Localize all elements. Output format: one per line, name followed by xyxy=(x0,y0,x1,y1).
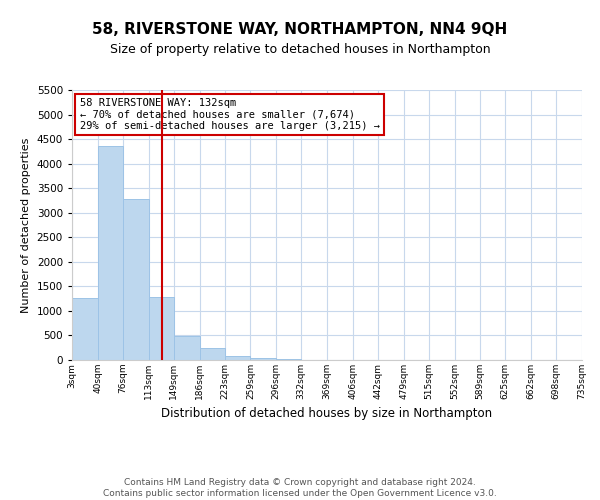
Bar xyxy=(149,297,174,360)
Text: 58 RIVERSTONE WAY: 132sqm
← 70% of detached houses are smaller (7,674)
29% of se: 58 RIVERSTONE WAY: 132sqm ← 70% of detac… xyxy=(80,98,380,132)
Y-axis label: Number of detached properties: Number of detached properties xyxy=(21,138,31,312)
Bar xyxy=(276,359,301,360)
Bar xyxy=(225,356,250,360)
Bar xyxy=(199,348,225,360)
X-axis label: Distribution of detached houses by size in Northampton: Distribution of detached houses by size … xyxy=(161,408,493,420)
Bar xyxy=(123,199,149,360)
Text: 58, RIVERSTONE WAY, NORTHAMPTON, NN4 9QH: 58, RIVERSTONE WAY, NORTHAMPTON, NN4 9QH xyxy=(92,22,508,38)
Text: Contains HM Land Registry data © Crown copyright and database right 2024.
Contai: Contains HM Land Registry data © Crown c… xyxy=(103,478,497,498)
Bar xyxy=(174,336,199,360)
Text: Size of property relative to detached houses in Northampton: Size of property relative to detached ho… xyxy=(110,42,490,56)
Bar xyxy=(72,298,98,360)
Bar xyxy=(98,146,123,360)
Bar xyxy=(250,358,276,360)
